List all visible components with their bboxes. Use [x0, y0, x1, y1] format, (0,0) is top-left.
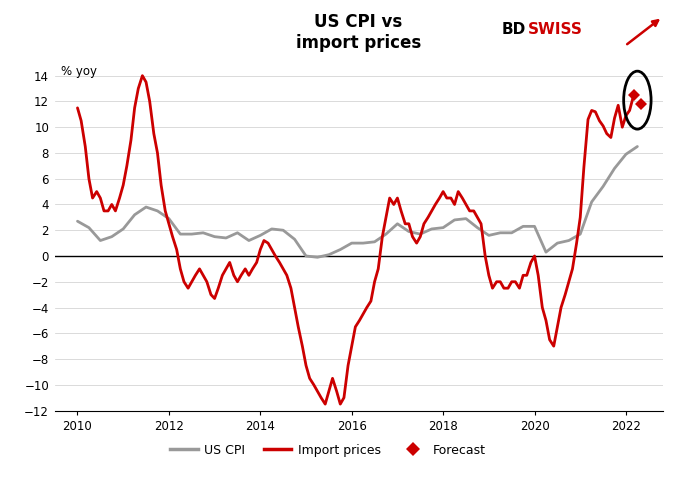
Title: US CPI vs
import prices: US CPI vs import prices — [296, 13, 421, 52]
Text: BD: BD — [502, 22, 527, 37]
Text: % yoy: % yoy — [61, 65, 98, 78]
Legend: US CPI, Import prices, Forecast: US CPI, Import prices, Forecast — [165, 439, 491, 462]
Text: SWISS: SWISS — [528, 22, 583, 37]
